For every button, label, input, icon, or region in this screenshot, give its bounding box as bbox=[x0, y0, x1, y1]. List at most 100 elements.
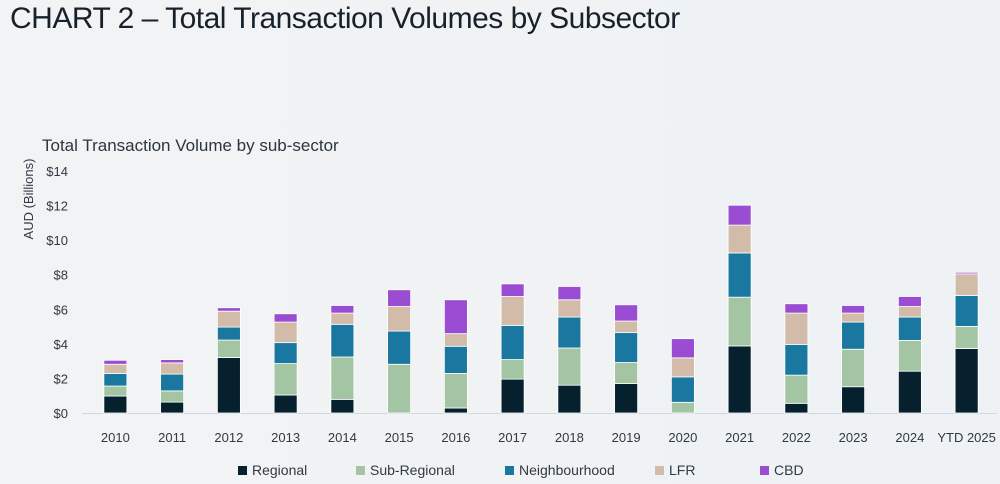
bar-segment-regional bbox=[841, 386, 866, 414]
bar-segment-lfr bbox=[330, 312, 355, 325]
bar-stack bbox=[557, 286, 582, 414]
x-tick-label: YTD 2025 bbox=[937, 430, 996, 445]
bar-segment-lfr bbox=[841, 312, 866, 323]
x-tick-label: 2017 bbox=[498, 430, 527, 445]
bar-segment-sub-regional bbox=[614, 362, 639, 384]
bar-segment-cbd bbox=[727, 204, 752, 226]
bar-segment-cbd bbox=[784, 303, 809, 314]
bar-segment-cbd bbox=[614, 304, 639, 322]
x-tick-label: 2012 bbox=[214, 430, 243, 445]
bar-segment-neighbourhood bbox=[387, 330, 412, 365]
bar-segment-neighbourhood bbox=[727, 252, 752, 298]
bar-segment-regional bbox=[897, 370, 922, 414]
bar-segment-cbd bbox=[273, 313, 298, 323]
y-axis-title: AUD (Billions) bbox=[21, 159, 36, 240]
bar-segment-cbd bbox=[670, 338, 695, 359]
bar-segment-neighbourhood bbox=[216, 326, 241, 341]
bar-segment-neighbourhood bbox=[954, 295, 979, 327]
bar-segment-cbd bbox=[557, 286, 582, 301]
bar-stack bbox=[897, 296, 922, 414]
bar-segment-neighbourhood bbox=[614, 332, 639, 363]
x-tick-label: 2013 bbox=[271, 430, 300, 445]
legend-label: Sub-Regional bbox=[370, 462, 455, 478]
y-axis: $0 $2 $4 $6 $8 $10 $12 $14 bbox=[46, 164, 68, 421]
y-tick-label: $2 bbox=[54, 371, 68, 386]
x-tick-label: 2020 bbox=[668, 430, 697, 445]
bar-segment-sub-regional bbox=[784, 374, 809, 404]
legend-label: Regional bbox=[252, 462, 307, 478]
legend-label: LFR bbox=[669, 462, 695, 478]
legend-swatch bbox=[238, 466, 247, 475]
bar-segment-neighbourhood bbox=[557, 316, 582, 349]
x-tick-label: 2024 bbox=[895, 430, 924, 445]
bar-segment-cbd bbox=[103, 359, 128, 365]
bar-stack bbox=[784, 303, 809, 414]
y-tick-label: $10 bbox=[46, 233, 68, 248]
bar-segment-regional bbox=[216, 357, 241, 414]
bar-segment-cbd bbox=[443, 299, 468, 335]
bar-segment-cbd bbox=[330, 305, 355, 314]
bar-segment-regional bbox=[727, 345, 752, 414]
x-tick-label: 2011 bbox=[158, 430, 186, 445]
bar-segment-cbd bbox=[897, 296, 922, 307]
bar-stack bbox=[443, 299, 468, 414]
x-tick-label: 2010 bbox=[101, 430, 130, 445]
legend-swatch bbox=[356, 466, 365, 475]
bar-stack bbox=[727, 204, 752, 414]
bar-segment-cbd bbox=[500, 283, 525, 297]
bar-segment-lfr bbox=[103, 363, 128, 374]
bar-stack bbox=[387, 289, 412, 414]
bar-segment-lfr bbox=[727, 224, 752, 254]
x-tick-label: 2014 bbox=[328, 430, 357, 445]
legend-swatch bbox=[505, 466, 514, 475]
bar-segment-cbd bbox=[954, 271, 979, 275]
bar-stack bbox=[273, 313, 298, 414]
bar-segment-sub-regional bbox=[841, 348, 866, 388]
x-axis: 2010 2011 2012 2013 2014 2015 2016 2017 2018 2019… bbox=[101, 430, 996, 445]
bar-stack bbox=[614, 304, 639, 414]
legend-item: Sub-Regional bbox=[356, 462, 455, 478]
bar-segment-sub-regional bbox=[160, 390, 185, 403]
legend: Regional Sub-Regional Neighbourhood LFR CBD bbox=[238, 462, 804, 478]
bar-segment-neighbourhood bbox=[330, 323, 355, 358]
y-tick-label: $14 bbox=[46, 164, 68, 179]
bar-segment-regional bbox=[614, 383, 639, 414]
bar-segment-sub-regional bbox=[954, 325, 979, 349]
bar-segment-lfr bbox=[216, 310, 241, 328]
bar-segment-neighbourhood bbox=[897, 316, 922, 341]
page-title: CHART 2 – Total Transaction Volumes by S… bbox=[10, 2, 680, 35]
y-tick-label: $4 bbox=[54, 337, 68, 352]
bar-segment-lfr bbox=[160, 362, 185, 375]
bar-segment-neighbourhood bbox=[841, 321, 866, 350]
bar-segment-lfr bbox=[387, 306, 412, 332]
bar-segment-lfr bbox=[273, 321, 298, 344]
bar-segment-sub-regional bbox=[330, 356, 355, 400]
bar-segment-cbd bbox=[216, 307, 241, 312]
bar-stack bbox=[216, 307, 241, 414]
bar-segment-sub-regional bbox=[897, 339, 922, 372]
bar-segment-cbd bbox=[841, 305, 866, 314]
bar-segment-lfr bbox=[500, 296, 525, 326]
bar-segment-sub-regional bbox=[557, 347, 582, 386]
x-tick-label: 2019 bbox=[612, 430, 641, 445]
bar-segment-lfr bbox=[897, 306, 922, 318]
bar-segment-neighbourhood bbox=[273, 342, 298, 364]
bar-segment-sub-regional bbox=[103, 385, 128, 397]
x-tick-label: 2015 bbox=[385, 430, 414, 445]
bar-segment-neighbourhood bbox=[784, 343, 809, 376]
bar-segment-regional bbox=[103, 395, 128, 414]
bar-segment-regional bbox=[160, 401, 185, 414]
legend-item: CBD bbox=[760, 462, 804, 478]
legend-label: Neighbourhood bbox=[519, 462, 615, 478]
bar-segment-regional bbox=[954, 348, 979, 414]
bar-segment-sub-regional bbox=[387, 363, 412, 414]
bar-segment-regional bbox=[443, 407, 468, 414]
bar-segment-sub-regional bbox=[500, 359, 525, 380]
bar-segment-cbd bbox=[387, 289, 412, 307]
bar-segment-sub-regional bbox=[216, 339, 241, 358]
bar-segment-neighbourhood bbox=[670, 376, 695, 403]
legend-item: Neighbourhood bbox=[505, 462, 615, 478]
bar-stack bbox=[160, 359, 185, 414]
legend-item: LFR bbox=[655, 462, 695, 478]
